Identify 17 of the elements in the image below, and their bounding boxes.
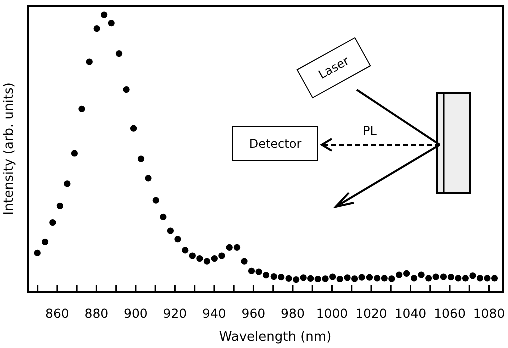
detector-box: Detector xyxy=(232,126,318,162)
x-tick-label: 860 xyxy=(46,306,70,321)
x-tick-label: 1060 xyxy=(434,306,466,321)
x-tick-label: 880 xyxy=(84,306,109,321)
x-tick-label: 1020 xyxy=(356,306,388,321)
x-tick-label: 920 xyxy=(163,306,188,321)
annotation: Detector xyxy=(249,137,302,151)
x-tick-label: 960 xyxy=(242,306,266,321)
x-tick-label: 1080 xyxy=(473,306,506,321)
y-axis-title: Intensity (arb. units) xyxy=(2,82,17,216)
x-tick-label: 1000 xyxy=(316,306,348,321)
x-tick-label: 940 xyxy=(202,306,226,321)
x-tick-label: 1040 xyxy=(394,306,427,321)
x-tick-label: 900 xyxy=(124,306,148,321)
x-tick-label: 980 xyxy=(281,306,305,321)
annotation: PL xyxy=(363,124,378,138)
x-axis-title: Wavelength (nm) xyxy=(219,330,332,345)
